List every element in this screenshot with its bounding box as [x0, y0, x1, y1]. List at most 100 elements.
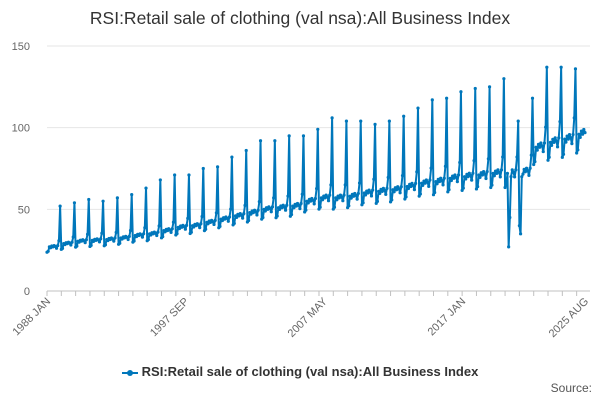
data-point: [299, 201, 303, 206]
data-point: [171, 220, 176, 224]
data-point: [115, 196, 119, 200]
data-point: [484, 176, 488, 181]
data-point: [173, 173, 177, 177]
data-point: [386, 175, 390, 180]
data-point: [169, 230, 173, 234]
data-point: [192, 225, 196, 229]
data-point: [258, 139, 263, 143]
data-point: [510, 168, 514, 172]
data-point: [567, 132, 572, 137]
data-point: [541, 149, 545, 154]
data-point: [89, 243, 93, 248]
data-point: [497, 170, 501, 174]
data-point: [332, 205, 337, 209]
data-point: [315, 186, 319, 191]
data-point: [535, 148, 539, 152]
data-point: [204, 227, 208, 231]
y-tick-label: 50: [18, 204, 30, 216]
data-point: [578, 135, 582, 139]
data-point: [382, 188, 387, 192]
data-point: [521, 172, 525, 176]
data-point: [127, 234, 131, 238]
data-point: [527, 173, 531, 177]
data-point: [517, 224, 521, 228]
data-point: [257, 200, 261, 204]
data-point: [427, 184, 431, 189]
data-point: [490, 183, 494, 187]
legend[interactable]: RSI:Retail sale of clothing (val nsa):Al…: [0, 364, 600, 379]
data-point: [571, 132, 575, 137]
data-point: [340, 195, 344, 199]
source-credit[interactable]: Source:: [550, 381, 592, 395]
data-point: [241, 216, 245, 220]
data-point: [478, 175, 482, 179]
data-point: [230, 155, 234, 159]
data-point: [385, 186, 389, 190]
data-point: [318, 205, 322, 209]
data-point: [254, 210, 258, 214]
data-point: [485, 169, 489, 174]
data-point: [452, 176, 456, 180]
data-point: [118, 241, 122, 245]
data-point: [285, 203, 289, 207]
data-point: [200, 214, 204, 219]
data-point: [402, 114, 406, 118]
data-point: [415, 170, 419, 174]
data-point: [347, 204, 351, 208]
data-point: [101, 199, 105, 203]
data-point: [212, 222, 216, 227]
data-point: [57, 239, 61, 243]
data-point: [229, 207, 233, 211]
data-point: [373, 122, 377, 126]
data-point: [168, 228, 172, 232]
data-point: [513, 175, 517, 179]
data-point: [289, 212, 294, 217]
data-point: [476, 185, 480, 189]
data-point: [155, 233, 159, 238]
data-point: [561, 152, 566, 156]
y-tick-label: 0: [24, 286, 30, 298]
data-point: [182, 225, 186, 229]
data-point: [533, 160, 537, 164]
data-point: [532, 162, 536, 167]
data-point: [472, 159, 476, 163]
data-point: [416, 106, 420, 110]
legend-marker-icon: [121, 368, 138, 378]
data-point: [268, 206, 272, 211]
data-point: [97, 240, 102, 244]
data-point: [301, 134, 306, 138]
data-point: [487, 85, 492, 89]
data-point: [227, 215, 232, 219]
data-point: [177, 226, 182, 231]
y-tick-label: 100: [12, 123, 30, 135]
series-line: [46, 66, 586, 253]
data-point: [242, 212, 246, 216]
data-point: [398, 191, 402, 195]
data-point: [70, 240, 74, 244]
data-point: [330, 116, 334, 120]
data-point: [372, 177, 376, 181]
data-point: [546, 158, 550, 162]
x-axis: 1988 JAN 1997 SEP 2007 MAY 2017 JAN 2025 AUG: [10, 291, 591, 340]
data-point: [392, 190, 396, 194]
data-point: [554, 139, 558, 143]
data-point: [275, 214, 279, 218]
data-point: [312, 202, 316, 206]
data-point: [397, 187, 401, 191]
data-point: [418, 192, 422, 196]
data-point: [515, 155, 519, 159]
data-point: [447, 187, 451, 192]
data-point: [359, 119, 363, 123]
data-point: [292, 206, 296, 210]
data-point: [144, 186, 148, 190]
data-point: [311, 198, 315, 202]
data-point: [378, 191, 382, 195]
data-point: [186, 216, 190, 220]
data-point: [261, 215, 265, 220]
data-point: [278, 207, 282, 211]
data-point: [239, 213, 244, 217]
data-point: [384, 192, 388, 196]
data-point: [187, 173, 191, 177]
data-point: [371, 188, 375, 192]
